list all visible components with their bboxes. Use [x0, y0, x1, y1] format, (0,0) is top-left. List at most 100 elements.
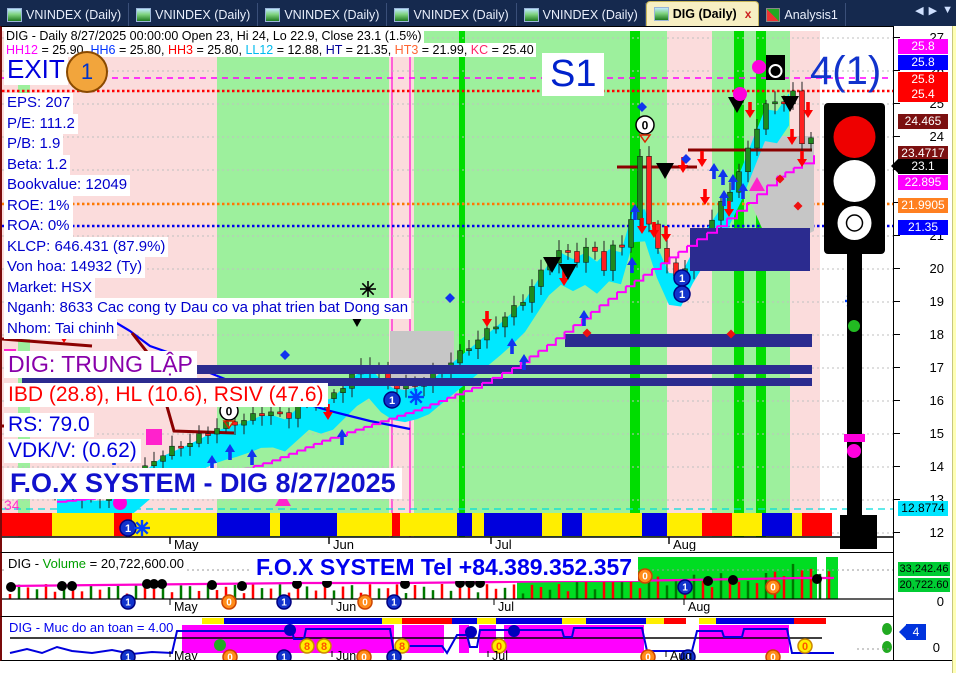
- asterisk-marker: [360, 281, 376, 297]
- month-label: Aug: [688, 600, 710, 614]
- buy-arrow-markers: [109, 163, 748, 471]
- traffic-white-light: [833, 160, 876, 202]
- tab-label: VNINDEX (Daily): [542, 7, 638, 22]
- y-tick: [894, 499, 900, 500]
- safety-step-line: [9, 627, 834, 656]
- svg-text:0: 0: [362, 598, 368, 609]
- tab-vnindex-daily-[interactable]: VNINDEX (Daily): [129, 3, 259, 26]
- level-segment: = 25.80,: [192, 43, 246, 57]
- traffic-ring-light: [837, 206, 872, 240]
- fundamental-line: Market: HSX: [4, 277, 96, 298]
- bottom-margin: [0, 661, 952, 673]
- black-box-marker: [766, 55, 785, 80]
- volume-title-segment: = 20,722,600.00: [86, 556, 184, 571]
- tab-analysis1[interactable]: Analysis1: [759, 3, 846, 26]
- svg-text:0: 0: [642, 118, 649, 132]
- y-tick: [894, 103, 900, 104]
- tab-label: VNINDEX (Daily): [26, 7, 122, 22]
- level-segment: LL12: [245, 43, 274, 57]
- y-tick-label: 24: [929, 129, 944, 144]
- analysis-tab-icon: [766, 7, 781, 22]
- safety-pane[interactable]: 8 8 8 0 0 1 1 1 1 0 0 0 0 May Jun Jul Aug DIG - Muc do a…: [0, 616, 893, 661]
- y-tick: [894, 532, 900, 533]
- fundamental-line: ROA: 0%: [4, 216, 73, 237]
- y-tick: [894, 334, 900, 335]
- y-tick: [894, 433, 900, 434]
- level-segment: HH3: [167, 43, 193, 57]
- level-segment: HT: [325, 43, 343, 57]
- sell-arrow-markers: [59, 102, 813, 420]
- y-tick: [894, 466, 900, 467]
- price-axis: 2726252423222120191817161514131225.825.8…: [891, 26, 952, 552]
- svg-text:1: 1: [682, 583, 688, 594]
- y-tick-label: 19: [929, 294, 944, 309]
- level-segment: KC: [470, 43, 489, 57]
- svg-text:0: 0: [227, 653, 233, 660]
- magenta-vlines: [391, 31, 411, 537]
- tab-menu-icon[interactable]: ▼: [942, 4, 953, 16]
- y-tick-label: 18: [929, 327, 944, 342]
- tab-dig-daily-[interactable]: DIG (Daily) x: [645, 1, 760, 26]
- level-segment: = 25.40: [488, 43, 534, 57]
- tab-vnindex-daily-[interactable]: VNINDEX (Daily): [387, 3, 517, 26]
- fox-tel-watermark: F.O.X SYSTEM Tel +84.389.352.357: [250, 554, 639, 581]
- momentum-label: IBD (28.8), HL (10.6), RSIV (47.6): [4, 383, 328, 407]
- safety-right-dots: [857, 623, 892, 653]
- rs-label: RS: 79.0: [4, 413, 94, 437]
- level-segment: HT3: [394, 43, 419, 57]
- volume-bars: [8, 563, 831, 599]
- month-label: Aug: [673, 537, 696, 551]
- chart-tab-icon: [394, 7, 410, 22]
- safety-dots: [214, 624, 520, 651]
- trend-status-label: DIG: TRUNG LẬP: [4, 351, 197, 378]
- month-label: Jul: [498, 600, 514, 614]
- close-tab-icon[interactable]: x: [744, 7, 752, 21]
- fundamental-line: ROE: 1%: [4, 195, 73, 216]
- svg-text:0: 0: [226, 598, 232, 609]
- fundamentals-block: EPS: 207 P/E: 111.2 P/B: 1.9 Beta: 1.2 Bookv…: [4, 93, 412, 339]
- prev-tab-icon[interactable]: ◀: [915, 5, 924, 17]
- y-tick: [894, 70, 900, 71]
- svg-text:1: 1: [125, 523, 131, 535]
- tab-vnindex-daily-[interactable]: VNINDEX (Daily): [258, 3, 388, 26]
- safety-signals: 1 1 1 1 0 0 0 0: [120, 649, 781, 660]
- svg-text:1: 1: [125, 598, 131, 609]
- fundamental-line: EPS: 207: [4, 93, 74, 114]
- safety-title: DIG - Muc do an toan = 4.00: [7, 620, 176, 635]
- chart-tab-icon: [265, 7, 281, 22]
- volume-axis-line: May Jun Jul Aug: [2, 598, 893, 614]
- svg-text:1: 1: [679, 289, 685, 301]
- svg-text:1: 1: [391, 653, 397, 660]
- supply-demand-zones: [22, 228, 812, 386]
- y-tick: [894, 268, 900, 269]
- main-chart-pane[interactable]: May Jun Jul Aug 1 1 1 1 0 0 DIG - Daily 8/27/2025…: [0, 26, 893, 552]
- traffic-light: [824, 103, 885, 549]
- next-tab-icon[interactable]: ▶: [928, 5, 938, 17]
- volume-dots: [6, 574, 822, 592]
- svg-text:1: 1: [391, 598, 397, 609]
- svg-text:1: 1: [679, 273, 685, 285]
- y-tick: [894, 235, 900, 236]
- main-chart-canvas[interactable]: May Jun Jul Aug 1 1 1 1 0 0: [2, 27, 893, 551]
- tab-label: Analysis1: [784, 7, 838, 22]
- y-tick-label: 12: [929, 525, 944, 540]
- tab-vnindex-daily-[interactable]: VNINDEX (Daily): [0, 3, 130, 26]
- y-tick: [894, 301, 900, 302]
- volume-pane[interactable]: May Jun Jul Aug 1 1 1 1 0 0 0 0 DIG - Volume = 20,7…: [0, 552, 893, 616]
- y-tick-label: 15: [929, 426, 944, 441]
- chart-tab-icon: [7, 7, 22, 22]
- svg-text:1: 1: [685, 653, 691, 660]
- safety-months: May Jun Jul Aug: [169, 649, 692, 660]
- tab-vnindex-daily-[interactable]: VNINDEX (Daily): [517, 3, 646, 26]
- svg-text:1: 1: [125, 653, 131, 660]
- price-tag: 12.8774: [898, 501, 948, 516]
- y-tick: [894, 400, 900, 401]
- time-axis: May Jun Jul Aug: [2, 536, 893, 551]
- tab-label: VNINDEX (Daily): [413, 7, 509, 22]
- red-diamond-markers: [582, 174, 803, 339]
- volume-ma-line: [7, 576, 834, 588]
